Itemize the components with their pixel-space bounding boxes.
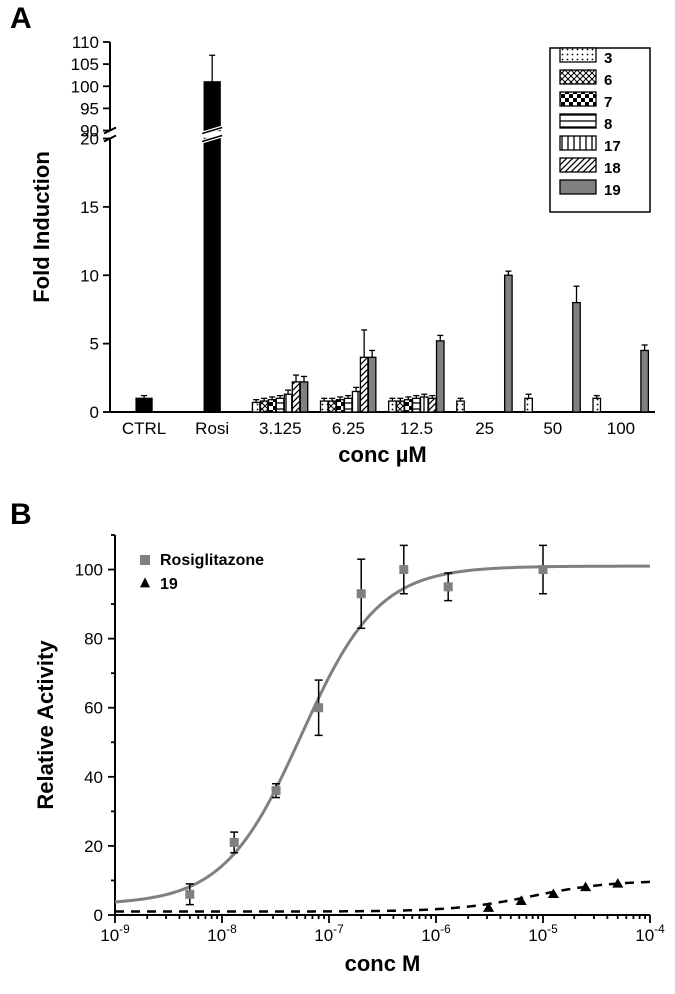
svg-text:0: 0: [94, 906, 103, 925]
svg-text:7: 7: [604, 94, 612, 111]
svg-text:100: 100: [71, 77, 99, 96]
svg-text:100: 100: [75, 561, 103, 580]
svg-text:10-6: 10-6: [421, 922, 451, 945]
svg-text:100: 100: [607, 419, 635, 438]
svg-text:8: 8: [604, 116, 612, 133]
svg-text:10-5: 10-5: [528, 922, 558, 945]
svg-text:12.5: 12.5: [400, 419, 433, 438]
svg-text:Fold Induction: Fold Induction: [29, 151, 54, 303]
svg-text:5: 5: [90, 335, 99, 354]
svg-text:105: 105: [71, 55, 99, 74]
svg-text:10-7: 10-7: [314, 922, 344, 945]
panel-b: 0 20 40 60 80 100 10-9 10-8 10-7 10-6 10-5 10-4 Rela…: [25, 520, 665, 985]
svg-text:40: 40: [84, 768, 103, 787]
svg-text:90: 90: [80, 122, 99, 141]
svg-text:10: 10: [80, 266, 99, 285]
svg-text:19: 19: [604, 182, 621, 199]
svg-text:60: 60: [84, 699, 103, 718]
svg-text:conc M: conc M: [345, 951, 421, 976]
svg-text:15: 15: [80, 198, 99, 217]
svg-text:Rosi: Rosi: [195, 419, 229, 438]
svg-text:50: 50: [543, 419, 562, 438]
svg-text:Relative Activity: Relative Activity: [33, 640, 58, 810]
svg-text:6: 6: [604, 72, 612, 89]
svg-text:110: 110: [72, 33, 99, 52]
svg-text:Rosiglitazone: Rosiglitazone: [160, 552, 264, 569]
svg-text:3.125: 3.125: [259, 419, 302, 438]
panel-b-svg: 0 20 40 60 80 100 10-9 10-8 10-7 10-6 10-5 10-4 Rela…: [25, 520, 665, 985]
svg-text:0: 0: [90, 403, 99, 422]
figure-container: A: [0, 0, 675, 994]
panel-a-svg: 051015209095100105110Fold InductionCTRLR…: [25, 22, 665, 487]
svg-text:95: 95: [80, 99, 99, 118]
svg-text:80: 80: [84, 630, 103, 649]
svg-text:6.25: 6.25: [332, 419, 365, 438]
svg-text:10-4: 10-4: [635, 922, 665, 945]
svg-text:18: 18: [604, 160, 621, 177]
svg-text:10-8: 10-8: [207, 922, 237, 945]
svg-text:17: 17: [604, 138, 621, 155]
svg-text:10-9: 10-9: [100, 922, 130, 945]
svg-text:25: 25: [475, 419, 494, 438]
svg-text:CTRL: CTRL: [122, 419, 166, 438]
svg-text:conc µM: conc µM: [338, 442, 426, 467]
svg-text:3: 3: [604, 50, 612, 67]
svg-text:19: 19: [160, 576, 178, 593]
panel-a: 051015209095100105110Fold InductionCTRLR…: [25, 22, 665, 487]
svg-text:20: 20: [84, 837, 103, 856]
